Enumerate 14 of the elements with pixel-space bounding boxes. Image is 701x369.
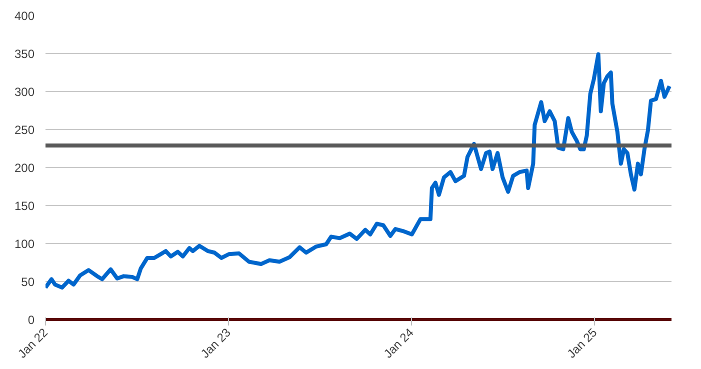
y-tick-label: 400: [14, 9, 35, 23]
y-tick-label: 0: [28, 313, 35, 327]
y-tick-label: 250: [14, 123, 35, 137]
x-tick-label: Jan 25: [564, 325, 600, 361]
y-tick-label: 350: [14, 47, 35, 61]
x-tick-label: Jan 23: [198, 325, 234, 361]
y-tick-label: 300: [14, 85, 35, 99]
line-series: [46, 52, 672, 290]
x-tick-label: Jan 24: [380, 325, 417, 361]
y-tick-label: 50: [21, 275, 35, 289]
x-tick-label: Jan 22: [15, 325, 51, 361]
y-tick-label: 200: [14, 161, 35, 175]
y-tick-label: 150: [14, 199, 35, 213]
y-tick-label: 100: [14, 237, 35, 251]
